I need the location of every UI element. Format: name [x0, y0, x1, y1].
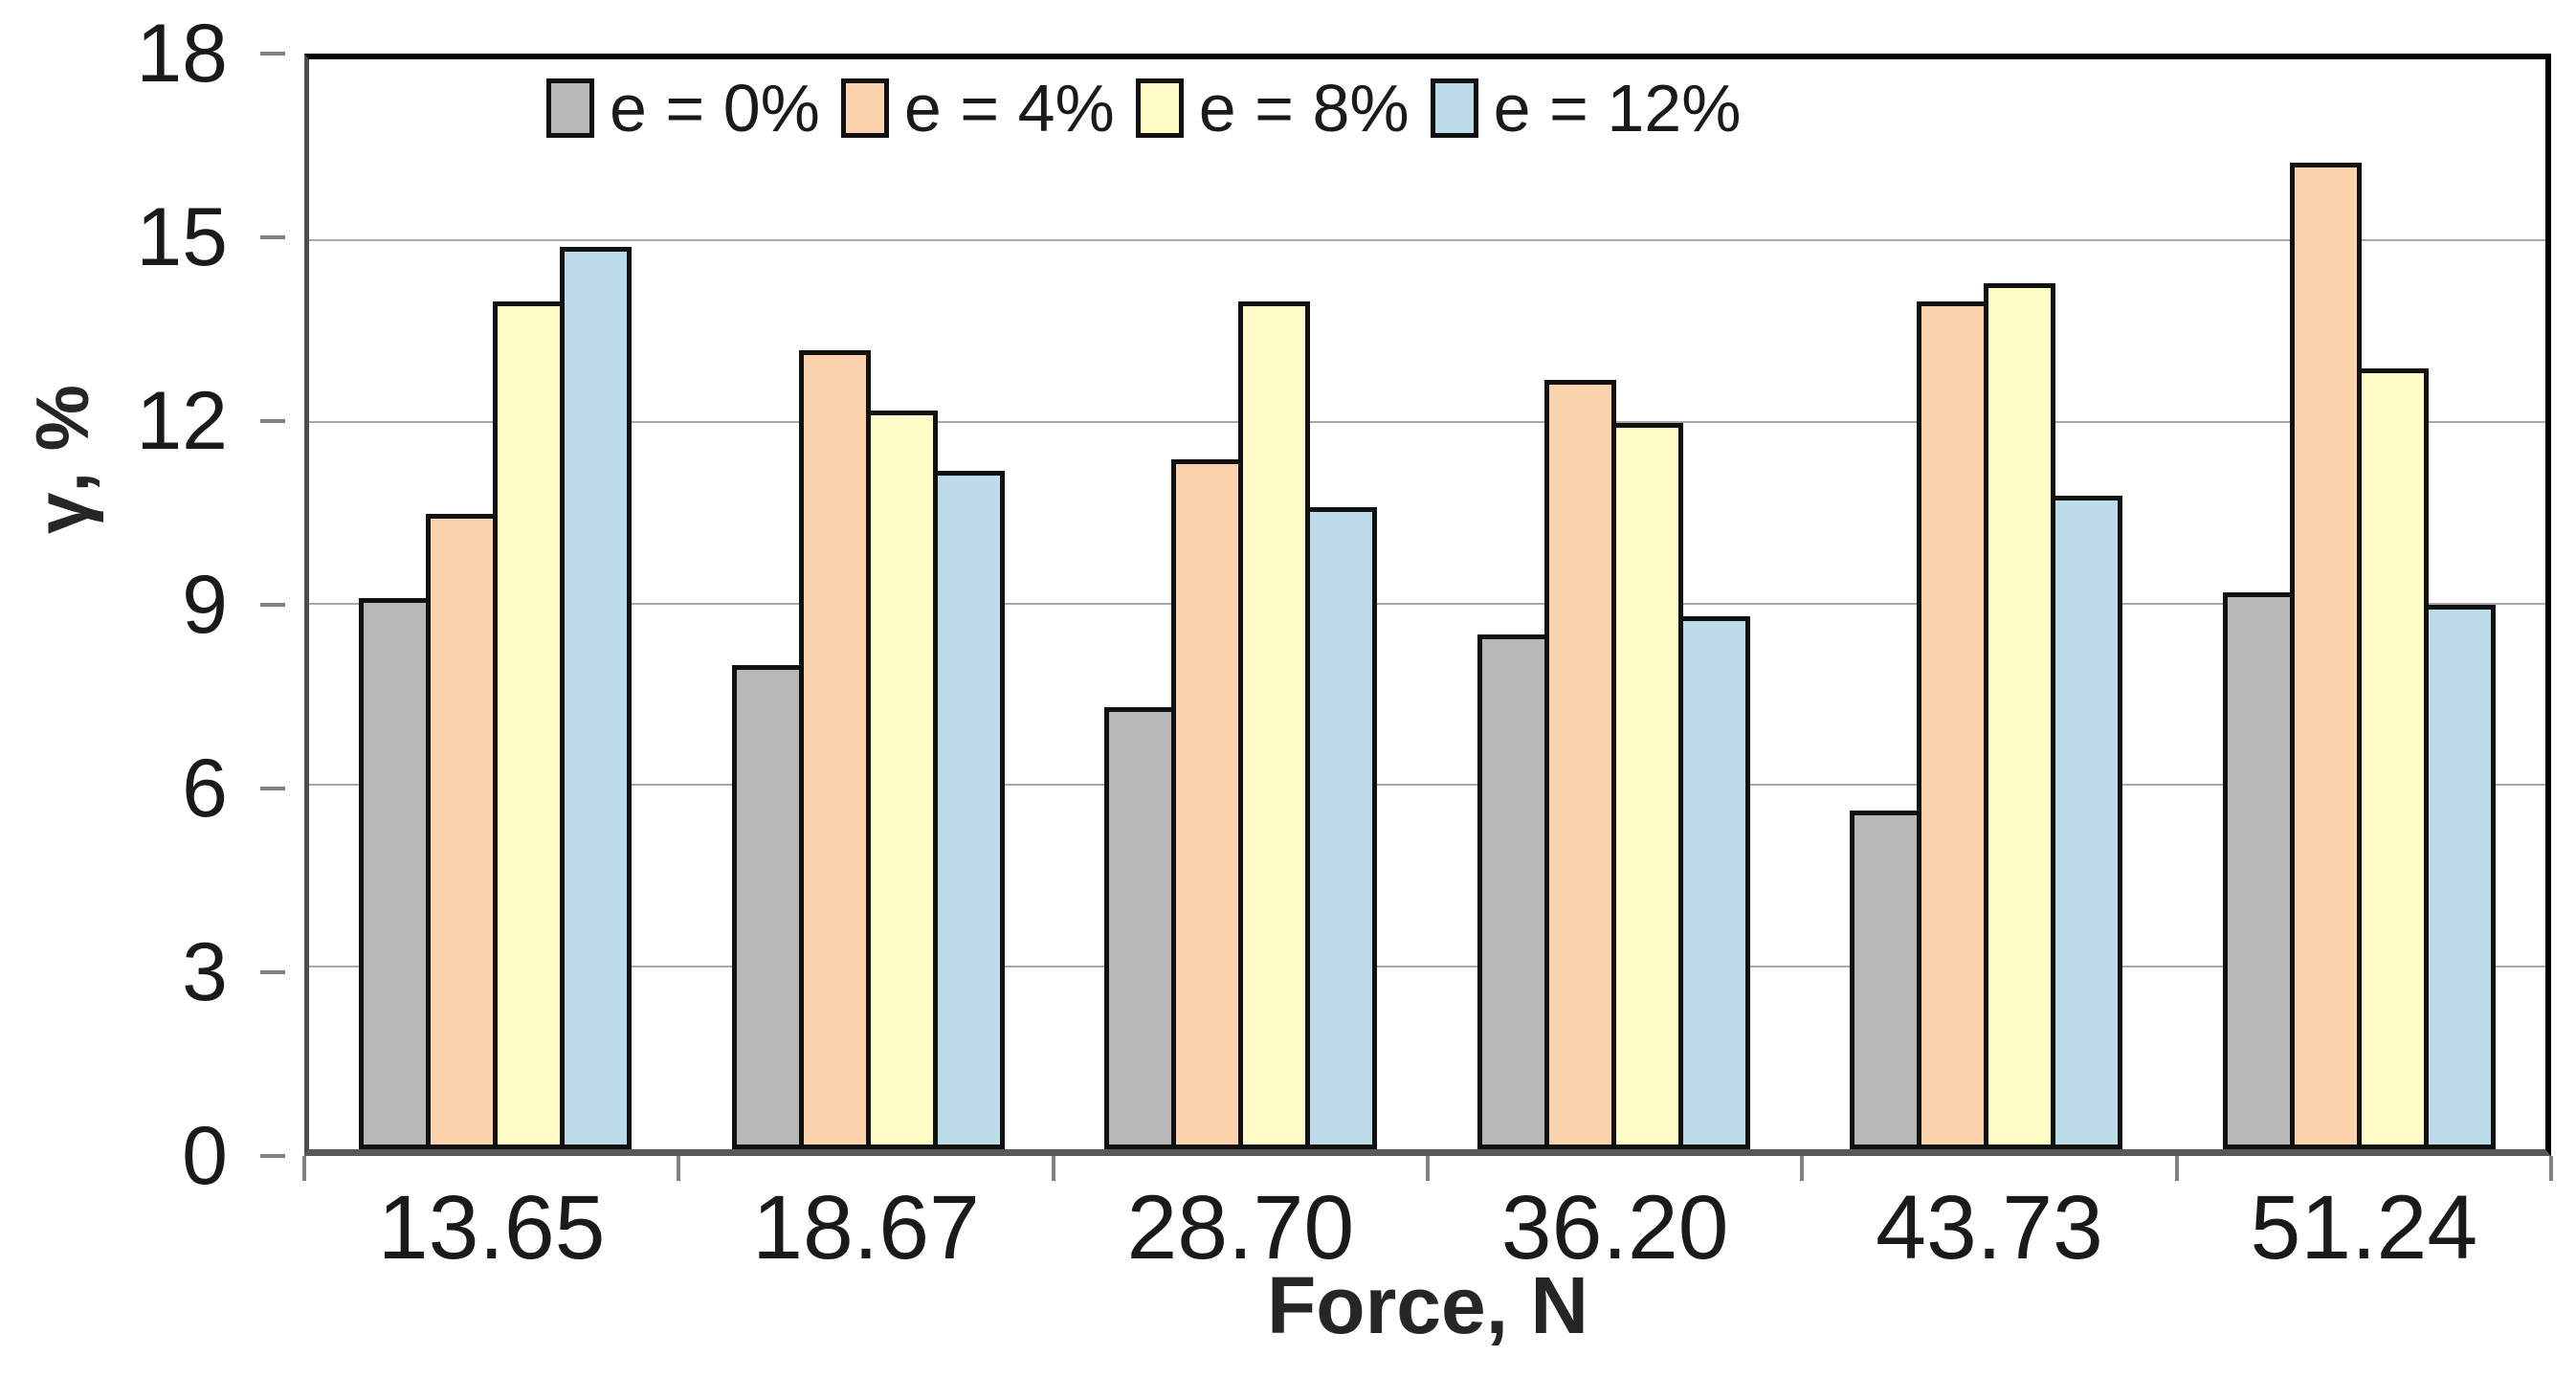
- x-axis-tick-label: 43.73: [1876, 1177, 2103, 1278]
- legend-swatch: [1135, 78, 1184, 138]
- x-axis-tick-label: 18.67: [752, 1177, 980, 1278]
- y-axis-tick: [260, 787, 285, 790]
- legend-item: e = 4%: [840, 71, 1115, 145]
- bar-e-4: [1543, 380, 1616, 1149]
- legend-label: e = 8%: [1198, 71, 1410, 145]
- bar-e-12: [932, 471, 1005, 1149]
- bar-e-12: [1305, 507, 1378, 1149]
- bar-group: [1800, 59, 2173, 1149]
- y-axis-tick-label: 18: [136, 8, 228, 100]
- bar-group: [1055, 59, 1428, 1149]
- bar-group: [2173, 59, 2546, 1149]
- y-axis-tick-label: 6: [182, 743, 228, 834]
- bar-e-8: [1984, 283, 2056, 1149]
- bar-e-0: [1850, 810, 1922, 1149]
- x-axis-ticks: [302, 1156, 2553, 1183]
- y-axis-tick-label: 3: [182, 926, 228, 1018]
- bar-e-4: [798, 349, 871, 1149]
- legend-label: e = 0%: [610, 71, 820, 145]
- bar-e-0: [359, 598, 432, 1149]
- y-axis-tick-label: 15: [136, 191, 228, 283]
- bar-e-4: [1171, 458, 1244, 1149]
- bar-e-12: [2423, 604, 2496, 1149]
- x-axis-tick-label: 51.24: [2250, 1177, 2478, 1278]
- y-axis-tick: [260, 603, 285, 607]
- x-axis-title: Force, N: [1266, 1260, 1589, 1350]
- y-axis-tick: [260, 970, 285, 974]
- bar-e-8: [2356, 367, 2429, 1149]
- bar-e-8: [1238, 301, 1311, 1149]
- bar-e-0: [1104, 707, 1177, 1149]
- legend-label: e = 12%: [1493, 71, 1742, 145]
- x-axis-tick: [1051, 1156, 1055, 1181]
- gridline: [309, 966, 2545, 968]
- bar-e-4: [426, 513, 499, 1149]
- bar-e-4: [1917, 301, 1989, 1149]
- gridline: [309, 784, 2545, 787]
- bar-e-0: [2222, 591, 2295, 1149]
- legend-swatch: [840, 78, 889, 138]
- bar-e-0: [731, 664, 804, 1149]
- gridline: [309, 602, 2545, 605]
- bar-group: [682, 59, 1055, 1149]
- bar-group: [309, 59, 682, 1149]
- y-axis-tick-label: 0: [182, 1110, 228, 1202]
- bar-e-0: [1477, 634, 1549, 1149]
- y-axis-tick: [260, 1154, 285, 1158]
- y-axis-tick: [260, 52, 285, 56]
- x-axis-tick: [302, 1156, 306, 1181]
- x-axis-tick-label: 13.65: [377, 1177, 606, 1278]
- bar-e-4: [2289, 162, 2362, 1149]
- y-axis-tick-label: 12: [136, 375, 228, 467]
- x-axis-labels: 13.65 18.67 28.70 36.20 43.73 51.24: [304, 1183, 2551, 1278]
- legend-swatch: [546, 78, 594, 138]
- y-axis-tick-label: 9: [182, 559, 228, 651]
- x-axis-tick: [1800, 1156, 1805, 1181]
- legend-swatch: [1430, 78, 1478, 138]
- bar-e-8: [865, 411, 938, 1149]
- y-axis-tick: [260, 235, 285, 239]
- x-axis-tick: [2549, 1156, 2553, 1181]
- x-axis-tick-label: 36.20: [1500, 1177, 1729, 1278]
- bar-e-8: [1610, 422, 1683, 1149]
- gridline: [309, 238, 2545, 241]
- x-axis-tick-label: 28.70: [1126, 1177, 1355, 1278]
- plot-area: e = 0% e = 4% e = 8% e = 12%: [304, 54, 2551, 1156]
- legend-item: e = 12%: [1430, 71, 1742, 145]
- bar-e-8: [493, 301, 566, 1149]
- bar-e-12: [2051, 495, 2123, 1149]
- gridline: [309, 420, 2545, 423]
- legend-item: e = 8%: [1135, 71, 1410, 145]
- bar-e-12: [560, 247, 633, 1149]
- y-axis-tick: [260, 419, 285, 423]
- x-axis-tick: [677, 1156, 681, 1181]
- y-axis: 0 3 6 9 12 15 18: [0, 12, 285, 1197]
- bar-e-12: [1677, 616, 1750, 1149]
- bar-group: [1428, 59, 1801, 1149]
- x-axis-tick: [1426, 1156, 1430, 1181]
- legend-label: e = 4%: [903, 71, 1115, 145]
- x-axis-tick: [2174, 1156, 2179, 1181]
- legend-item: e = 0%: [546, 75, 820, 142]
- legend: e = 0% e = 4% e = 8% e = 12%: [546, 75, 1762, 142]
